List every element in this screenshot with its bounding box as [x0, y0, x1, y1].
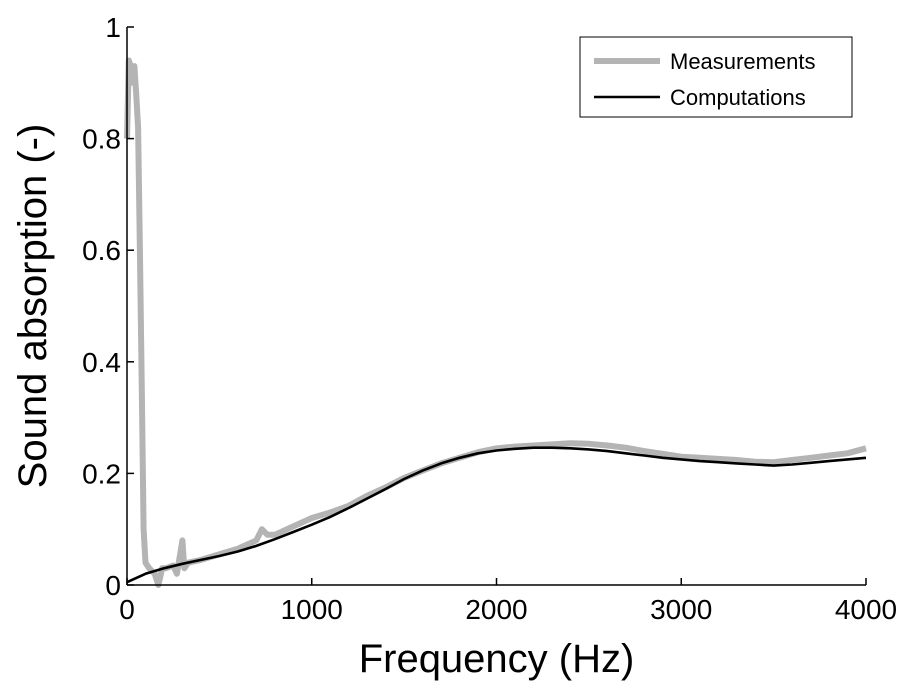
x-tick-label: 1000: [281, 594, 343, 625]
series-line-measurements: [124, 57, 867, 588]
y-tick-label: 0.2: [82, 458, 121, 489]
y-tick-label: 0.4: [82, 347, 121, 378]
y-tick-label: 0.8: [82, 124, 121, 155]
x-tick-label: 2000: [465, 594, 527, 625]
plot-lines: [124, 57, 867, 588]
y-axis-ticks: 0 0.2 0.4 0.6 0.8 1: [82, 12, 134, 601]
y-tick-label: 1: [105, 12, 121, 43]
y-tick-label: 0.6: [82, 235, 121, 266]
legend-label-measurements: Measurements: [670, 49, 816, 74]
x-tick-label: 4000: [835, 594, 897, 625]
x-axis-title: Frequency (Hz): [359, 637, 635, 681]
legend-box: [579, 36, 853, 118]
x-tick-label: 0: [119, 594, 135, 625]
y-tick-label: 0: [105, 570, 121, 601]
x-tick-label: 3000: [650, 594, 712, 625]
series-line-computations: [126, 446, 867, 584]
legend-label-computations: Computations: [670, 85, 806, 110]
y-axis-title: Sound absorption (-): [11, 124, 55, 489]
legend: Measurements Computations: [579, 36, 853, 118]
x-axis-ticks: 0 1000 2000 3000 4000: [119, 578, 897, 625]
